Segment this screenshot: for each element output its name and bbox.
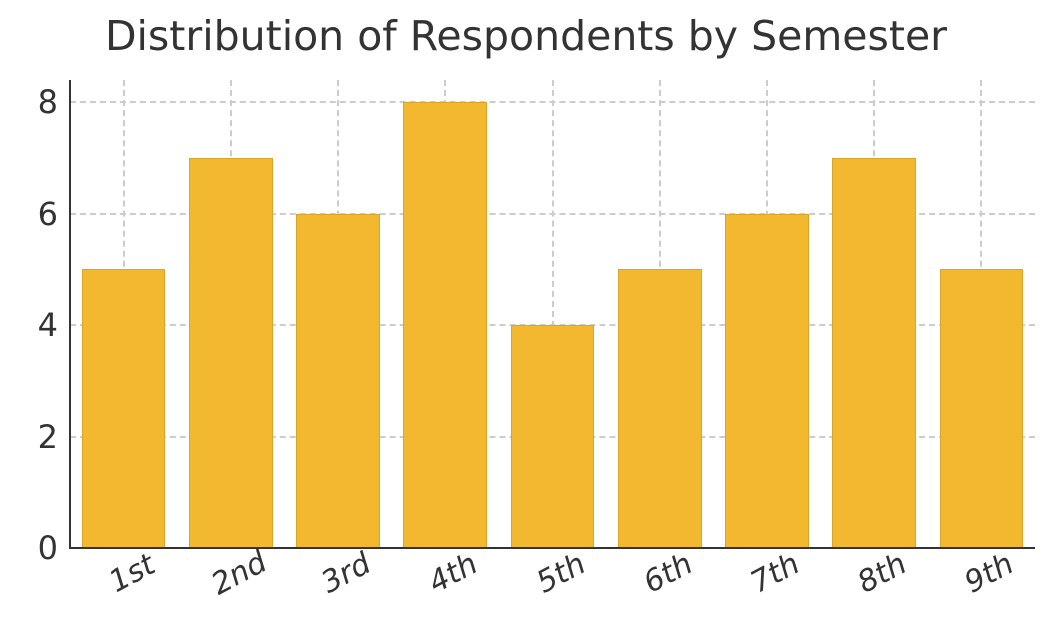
x-tick-label: 7th [745, 546, 805, 600]
bar [618, 269, 702, 548]
y-tick-label: 6 [38, 195, 70, 233]
bar [82, 269, 166, 548]
bar [832, 158, 916, 548]
y-axis-line [69, 80, 71, 548]
bar [511, 325, 595, 548]
y-tick-label: 4 [38, 306, 70, 344]
chart-title: Distribution of Respondents by Semester [0, 12, 1052, 60]
x-tick-label: 5th [530, 546, 590, 600]
y-tick-label: 0 [38, 529, 70, 567]
x-tick-label: 1st [103, 547, 160, 600]
x-tick-label: 9th [959, 546, 1019, 600]
x-tick-label: 4th [423, 546, 483, 600]
chart-container: Distribution of Respondents by Semester … [0, 0, 1052, 638]
x-tick-label: 6th [638, 546, 698, 600]
plot-area: 024681st2nd3rd4th5th6th7th8th9th [70, 80, 1035, 548]
grid-line-horizontal [70, 101, 1035, 103]
bar [725, 214, 809, 548]
bar [189, 158, 273, 548]
bar [296, 214, 380, 548]
bar [940, 269, 1024, 548]
bar [403, 102, 487, 548]
y-tick-label: 2 [38, 418, 70, 456]
x-tick-label: 2nd [206, 545, 273, 603]
x-tick-label: 3rd [316, 546, 377, 601]
x-tick-label: 8th [852, 546, 912, 600]
y-tick-label: 8 [38, 83, 70, 121]
